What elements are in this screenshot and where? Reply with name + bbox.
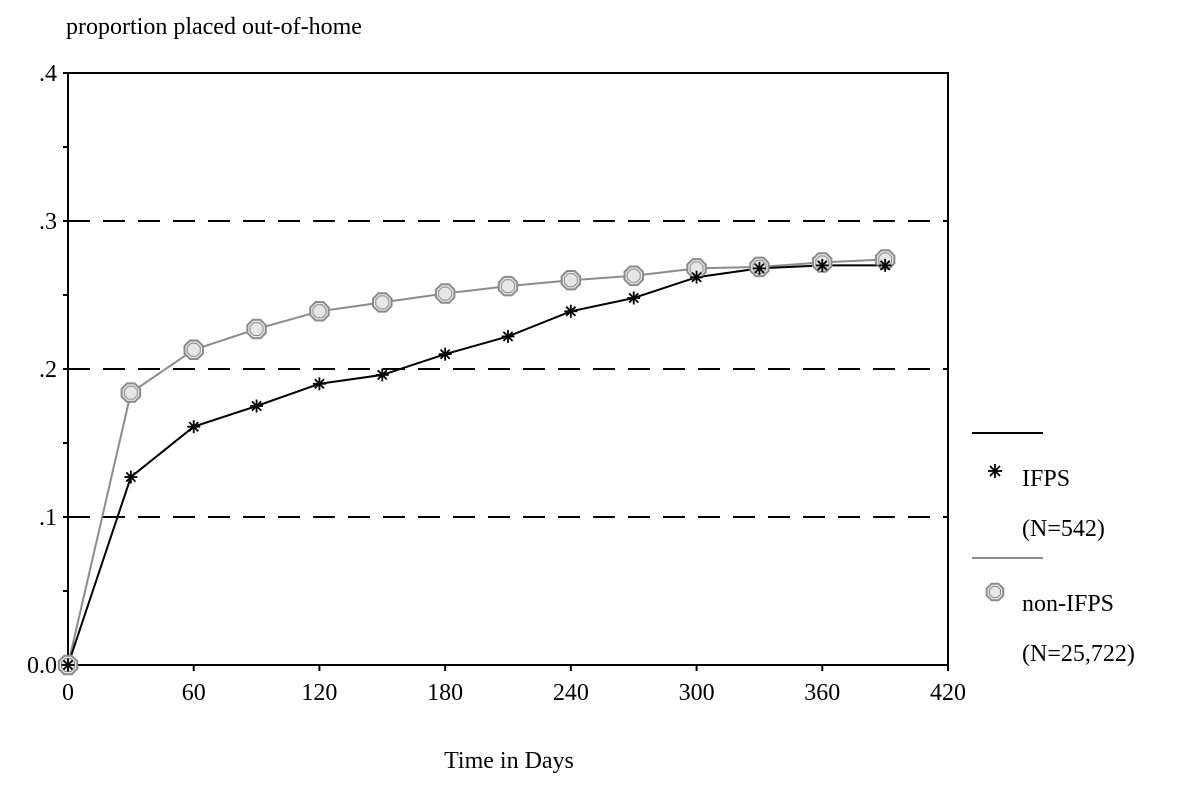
y-tick-label: 0.0 <box>27 653 57 679</box>
axes: 0.0 .1 .2 .3 .4 0 60 120 180 240 300 360 420 <box>27 61 966 706</box>
data-point-inner <box>186 342 201 357</box>
asterisk-stroke <box>377 369 388 381</box>
asterisk-stroke <box>691 272 702 283</box>
data-point <box>312 377 326 391</box>
x-tick-label: 0 <box>62 680 74 706</box>
data-point <box>501 329 515 343</box>
x-axis-label: Time in Days <box>444 748 574 774</box>
legend-label: non-IFPS <box>1022 591 1114 617</box>
data-point-inner <box>375 295 390 310</box>
data-point-inner <box>563 273 578 288</box>
data-point-inner <box>989 586 1001 598</box>
asterisk-stroke <box>439 348 451 360</box>
gridlines <box>68 220 948 518</box>
data-point-inner <box>312 304 327 319</box>
y-tick-label: .2 <box>39 357 57 383</box>
asterisk-stroke <box>565 306 577 317</box>
data-point-inner <box>815 255 830 270</box>
series-line-ifps <box>67 264 886 666</box>
series-layer <box>57 249 896 676</box>
x-tick-label: 420 <box>930 680 966 706</box>
data-point <box>878 258 892 272</box>
data-point <box>124 470 138 484</box>
legend-note: (N=542) <box>1022 516 1105 542</box>
data-point <box>375 368 389 382</box>
data-point <box>627 291 641 305</box>
asterisk-stroke <box>628 292 639 304</box>
data-point-inner <box>689 261 704 276</box>
asterisk-stroke <box>188 421 199 432</box>
asterisk-stroke <box>754 263 765 274</box>
data-point-inner <box>249 322 264 336</box>
asterisk-stroke <box>125 471 137 483</box>
data-point-inner <box>626 268 641 283</box>
asterisk-stroke <box>817 260 828 271</box>
x-tick-label: 300 <box>679 680 715 706</box>
data-point <box>752 261 766 275</box>
data-point <box>250 399 264 413</box>
x-tick-label: 180 <box>427 680 463 706</box>
x-tick-label: 120 <box>301 680 337 706</box>
data-point-inner <box>123 385 138 400</box>
x-tick-label: 240 <box>553 680 589 706</box>
data-point <box>815 258 829 272</box>
asterisk-stroke <box>62 659 74 671</box>
x-tick-label: 360 <box>804 680 840 706</box>
data-point <box>564 304 578 318</box>
legend-note: (N=25,722) <box>1022 641 1135 667</box>
asterisk-stroke <box>879 260 891 271</box>
data-point-inner <box>438 286 453 301</box>
y-tick-label: .4 <box>39 61 57 87</box>
asterisk-stroke <box>502 331 514 342</box>
asterisk-stroke <box>251 400 262 412</box>
legend: IFPS (N=542) non-IFPS (N=25,722) <box>972 432 1135 667</box>
data-point <box>988 464 1002 478</box>
legend-label: IFPS <box>1022 466 1070 492</box>
y-tick-label: .1 <box>39 505 57 531</box>
data-point-inner <box>501 279 515 294</box>
y-tick-label: .3 <box>39 209 57 235</box>
x-tick-label: 60 <box>182 680 206 706</box>
data-point <box>187 420 201 434</box>
data-point <box>61 658 75 672</box>
asterisk-stroke <box>989 465 1001 477</box>
y-axis-label: proportion placed out-of-home <box>66 14 362 40</box>
data-point <box>690 270 704 284</box>
data-point <box>438 347 452 361</box>
asterisk-stroke <box>314 378 325 390</box>
series-line-non-ifps <box>67 258 886 666</box>
